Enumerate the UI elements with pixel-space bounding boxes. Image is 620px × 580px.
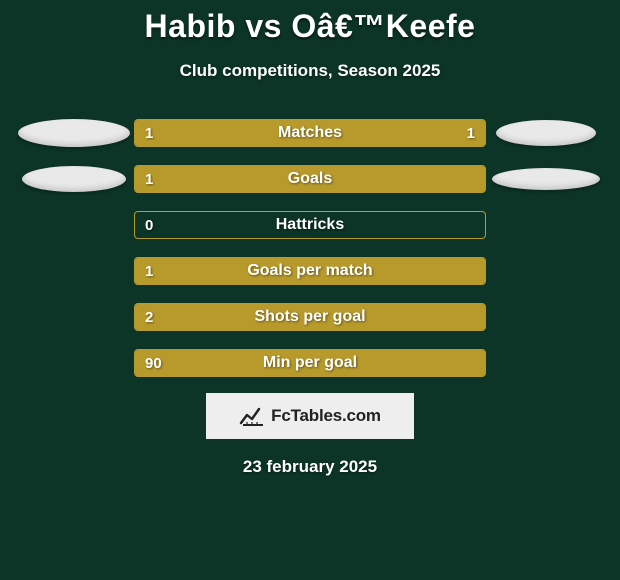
right-ellipse <box>492 168 600 190</box>
fctables-icon <box>239 405 265 427</box>
stat-row: 11Matches <box>0 117 620 149</box>
left-value: 1 <box>135 258 163 284</box>
bar-label: Hattricks <box>135 212 485 238</box>
right-side <box>486 120 606 146</box>
bar-fill-left <box>135 258 485 284</box>
stat-row: 0Hattricks <box>0 209 620 241</box>
stat-bar: 1Goals <box>134 165 486 193</box>
logo-text: FcTables.com <box>271 406 381 426</box>
stat-bar: 90Min per goal <box>134 349 486 377</box>
stat-row: 2Shots per goal <box>0 301 620 333</box>
right-ellipse <box>496 120 596 146</box>
stat-bar: 2Shots per goal <box>134 303 486 331</box>
stat-row: 1Goals per match <box>0 255 620 287</box>
stat-row: 1Goals <box>0 163 620 195</box>
left-value: 90 <box>135 350 172 376</box>
stat-bar: 11Matches <box>134 119 486 147</box>
date-text: 23 february 2025 <box>0 457 620 477</box>
stat-bar: 1Goals per match <box>134 257 486 285</box>
left-value: 1 <box>135 166 163 192</box>
page-title: Habib vs Oâ€™Keefe <box>0 0 620 45</box>
logo-box: FcTables.com <box>206 393 414 439</box>
stat-row: 90Min per goal <box>0 347 620 379</box>
left-value: 2 <box>135 304 163 330</box>
stat-bar: 0Hattricks <box>134 211 486 239</box>
left-value: 1 <box>135 120 163 146</box>
bar-fill-left <box>135 166 485 192</box>
subtitle: Club competitions, Season 2025 <box>0 61 620 81</box>
left-ellipse <box>18 119 130 147</box>
left-side <box>14 166 134 192</box>
bar-fill-left <box>135 304 485 330</box>
right-side <box>486 168 606 190</box>
bar-fill-left <box>135 350 485 376</box>
left-ellipse <box>22 166 126 192</box>
left-value: 0 <box>135 212 163 238</box>
left-side <box>14 119 134 147</box>
comparison-rows: 11Matches1Goals0Hattricks1Goals per matc… <box>0 117 620 379</box>
right-value: 1 <box>457 120 485 146</box>
